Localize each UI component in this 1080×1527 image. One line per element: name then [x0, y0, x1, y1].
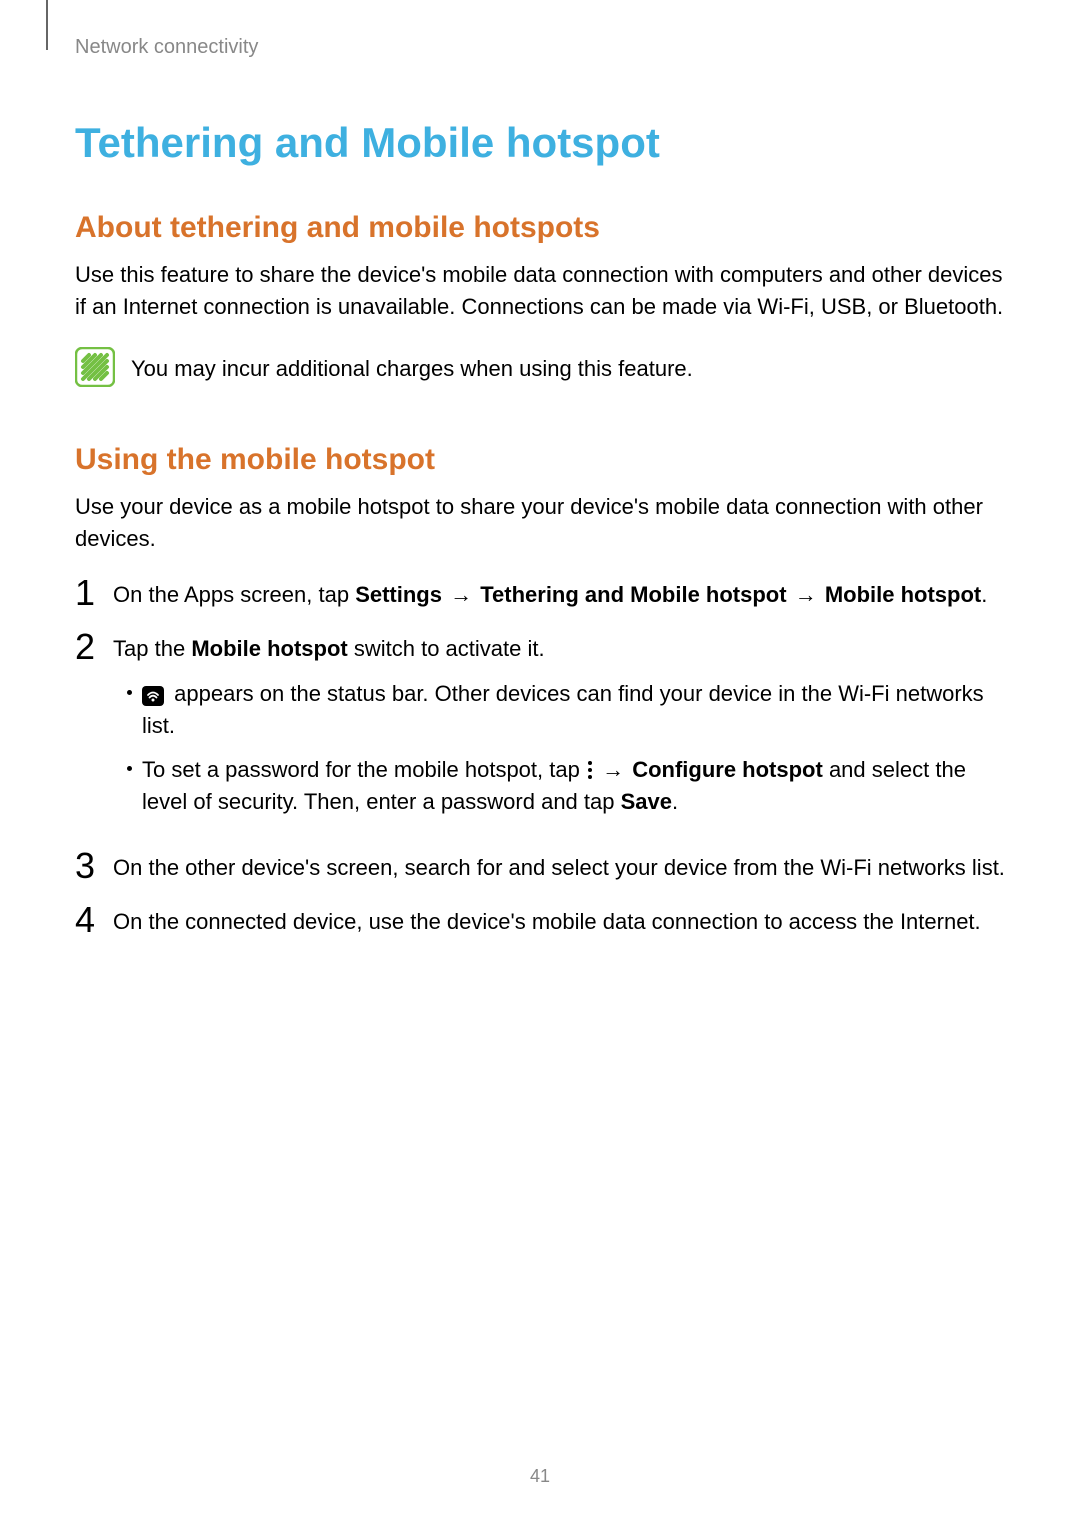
subitem-text: appears on the status bar. Other devices… [142, 678, 1005, 742]
step-bold: Save [621, 789, 672, 814]
step-bold: Configure hotspot [632, 757, 823, 782]
step-bold: Settings [355, 582, 442, 607]
step-body: Tap the Mobile hotspot switch to activat… [113, 633, 1005, 830]
section-about: About tethering and mobile hotspots Use … [75, 211, 1005, 387]
note-box: You may incur additional charges when us… [75, 347, 1005, 387]
breadcrumb: Network connectivity [75, 36, 1005, 59]
note-text: You may incur additional charges when us… [131, 347, 693, 385]
step-body: On the other device's screen, search for… [113, 852, 1005, 884]
subitem: appears on the status bar. Other devices… [113, 678, 1005, 742]
step-4: 4 On the connected device, use the devic… [75, 906, 1005, 938]
subitem-content: appears on the status bar. Other devices… [142, 681, 984, 738]
bullet-icon [127, 766, 132, 771]
step-1: 1 On the Apps screen, tap Settings → Tet… [75, 579, 1005, 611]
page-number: 41 [0, 1466, 1080, 1487]
subitem-content: . [672, 789, 678, 814]
step-text: switch to activate it. [348, 636, 545, 661]
section-using: Using the mobile hotspot Use your device… [75, 443, 1005, 938]
hotspot-badge-icon [142, 686, 164, 706]
step-number: 4 [75, 902, 95, 938]
step-bold: Tethering and Mobile hotspot [480, 582, 786, 607]
step-text: . [981, 582, 987, 607]
step-3: 3 On the other device's screen, search f… [75, 852, 1005, 884]
section-about-body: Use this feature to share the device's m… [75, 259, 1005, 323]
section-about-heading: About tethering and mobile hotspots [75, 211, 1005, 245]
step-body: On the connected device, use the device'… [113, 906, 1005, 938]
arrow-icon: → [594, 757, 632, 782]
step-2: 2 Tap the Mobile hotspot switch to activ… [75, 633, 1005, 830]
step-body: On the Apps screen, tap Settings → Tethe… [113, 579, 1005, 611]
steps-list: 1 On the Apps screen, tap Settings → Tet… [75, 579, 1005, 938]
subitem-content: To set a password for the mobile hotspot… [142, 757, 586, 782]
step-text: Tap the [113, 636, 191, 661]
page-container: Network connectivity Tethering and Mobil… [0, 0, 1080, 938]
subitem-text: To set a password for the mobile hotspot… [142, 754, 1005, 818]
section-using-body: Use your device as a mobile hotspot to s… [75, 491, 1005, 555]
step-bold: Mobile hotspot [191, 636, 347, 661]
section-using-heading: Using the mobile hotspot [75, 443, 1005, 477]
step-number: 2 [75, 629, 95, 665]
bullet-icon [127, 690, 132, 695]
step-bold: Mobile hotspot [825, 582, 981, 607]
page-title: Tethering and Mobile hotspot [75, 119, 1005, 167]
more-dots-icon [588, 761, 592, 779]
arrow-icon: → [442, 582, 480, 607]
subitem: To set a password for the mobile hotspot… [113, 754, 1005, 818]
step-number: 3 [75, 848, 95, 884]
arrow-icon: → [787, 582, 825, 607]
sublist: appears on the status bar. Other devices… [113, 678, 1005, 818]
page-marker [46, 0, 48, 50]
note-icon [75, 347, 115, 387]
step-text: On the Apps screen, tap [113, 582, 355, 607]
step-number: 1 [75, 575, 95, 611]
